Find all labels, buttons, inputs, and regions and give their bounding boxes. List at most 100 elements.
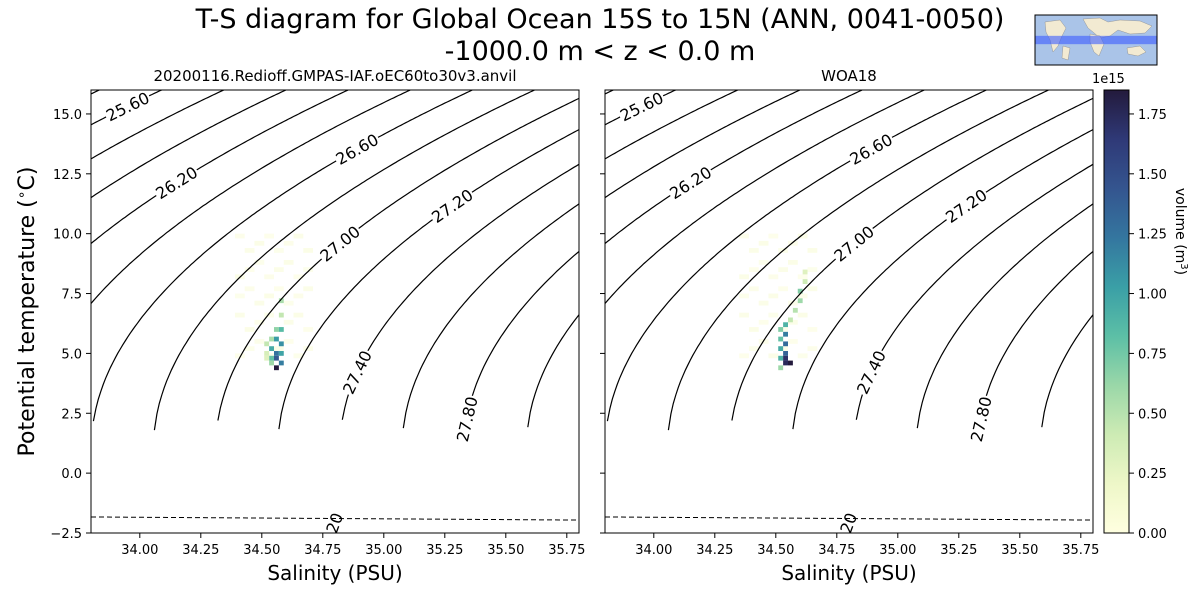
histogram-bin-faint [768, 233, 779, 239]
histogram-bin [778, 346, 784, 352]
histogram-bin-faint [293, 312, 304, 318]
freezing-line-label: 20 [322, 510, 347, 536]
contour-label: 25.60 [617, 88, 666, 125]
contour-label: 27.80 [967, 395, 996, 444]
histogram-bin-faint [254, 319, 265, 325]
map-land [1082, 17, 1153, 39]
histogram-bin-faint [264, 233, 274, 239]
x-tick-label: 34.25 [182, 543, 219, 558]
histogram-bin-faint [739, 353, 749, 359]
x-tick-label: 35.25 [426, 543, 463, 558]
histogram-bin-faint [778, 286, 788, 292]
contour-label-group: 25.60 [102, 90, 154, 125]
contour-label-bg [966, 393, 995, 445]
histogram-bin-faint [274, 346, 284, 352]
histogram-bin-faint [748, 286, 759, 292]
histogram-bin-faint [244, 286, 255, 292]
contour-label-bg [845, 129, 897, 169]
y-axis-label: Potential temperature (∘C) [14, 167, 40, 457]
colorbar-label-close: ) [1172, 270, 1188, 275]
histogram-bin-faint [768, 274, 779, 280]
histogram-bin [788, 317, 793, 323]
contour-28-00 [527, 314, 579, 428]
freezing-line-label: 20 [836, 510, 861, 536]
histogram-bin-faint [807, 327, 818, 332]
x-tick-label: 35.75 [548, 543, 585, 558]
contour-25-80 [605, 90, 740, 160]
contour-label-bg [829, 221, 879, 266]
y-axis [600, 113, 605, 534]
histogram-bin [274, 336, 279, 342]
histogram-bin-faint [748, 346, 759, 352]
histogram-bin [278, 360, 284, 366]
colorbar-scale-label: 1e15 [1092, 72, 1125, 87]
histogram-bin-faint [807, 346, 818, 352]
histogram-bin [269, 360, 274, 366]
contour-26-60 [92, 90, 474, 422]
x-tick-label: 34.00 [121, 543, 158, 558]
x-tick-label: 34.75 [304, 543, 341, 558]
histogram-bin-faint [768, 312, 779, 318]
histogram-bin-faint [758, 240, 769, 246]
histogram-bin-faint [303, 327, 314, 332]
histogram-bin-faint [234, 233, 245, 239]
histogram-bin [278, 327, 284, 332]
x-tick-label: 34.50 [243, 543, 280, 558]
histogram-bin-faint [807, 248, 818, 253]
histogram-bin [783, 355, 788, 361]
axes-frame [90, 89, 580, 534]
histogram-bin-faint [788, 300, 798, 306]
panel-title: 20200116.Redioff.GMPAS-IAF.oEC60to30v3.a… [153, 67, 516, 85]
panel-title: WOA18 [821, 67, 877, 85]
histogram-bin-faint [264, 293, 274, 299]
histogram-bin-faint [254, 339, 265, 344]
histogram-bin-faint [303, 248, 314, 253]
histogram-bin [274, 351, 279, 356]
histogram-bin [264, 355, 270, 361]
contour-27-60 [916, 203, 1093, 429]
colorbar-label-exponent: 3 [1179, 263, 1190, 269]
histogram-bin-faint [758, 260, 769, 265]
contour-27-80 [466, 250, 579, 420]
histogram-bin-faint [254, 300, 265, 306]
contour-label-bg [427, 184, 477, 227]
histogram-bin-faint [768, 353, 779, 359]
histogram-bin-faint [283, 240, 294, 246]
x-tick-label: 35.00 [365, 543, 402, 558]
contour-label: 27.40 [339, 348, 376, 398]
plot-area: 25.60 26.20 26.60 27.00 27.20 27.40 27.80 20 [91, 90, 579, 536]
contour-26-80 [153, 90, 536, 431]
histogram-bin-faint [283, 300, 294, 306]
histogram-bin-faint [274, 248, 284, 253]
world-map-icon [1034, 14, 1158, 66]
contour-27-60 [402, 203, 579, 429]
contour-26-40 [605, 90, 926, 304]
contour-27-40 [855, 163, 1093, 420]
contour-label-group: 27.40 [852, 346, 890, 398]
histogram-cells [778, 269, 808, 371]
freezing-label-group: 20 [836, 510, 861, 536]
contour-26-00 [91, 90, 288, 199]
histogram-bin-faint [778, 267, 788, 272]
histogram-bin-faint [797, 312, 808, 318]
contour-label-bg [452, 393, 481, 445]
histogram-bin-faint [264, 312, 274, 318]
contour-label: 27.40 [853, 348, 890, 398]
histogram-bin-faint [788, 240, 798, 246]
x-tick-label: 35.25 [940, 543, 977, 558]
contour-label-group: 27.20 [941, 184, 991, 227]
contour-25-40 [605, 90, 615, 95]
contour-label: 26.60 [847, 130, 896, 169]
contour-label: 27.80 [453, 395, 482, 444]
histogram-bin [269, 355, 274, 361]
contour-label-bg [616, 90, 668, 125]
histogram-bin [274, 355, 279, 361]
histogram-bin-faint [234, 353, 245, 359]
y-tick-label: 10.0 [53, 228, 82, 243]
contour-28-00 [1041, 314, 1093, 428]
histogram-bin [278, 351, 284, 356]
colorbar-gradient [1103, 89, 1130, 534]
histogram-bin-faint [748, 248, 759, 253]
contour-label-bg [338, 346, 376, 398]
histogram-bin-faint [739, 233, 749, 239]
